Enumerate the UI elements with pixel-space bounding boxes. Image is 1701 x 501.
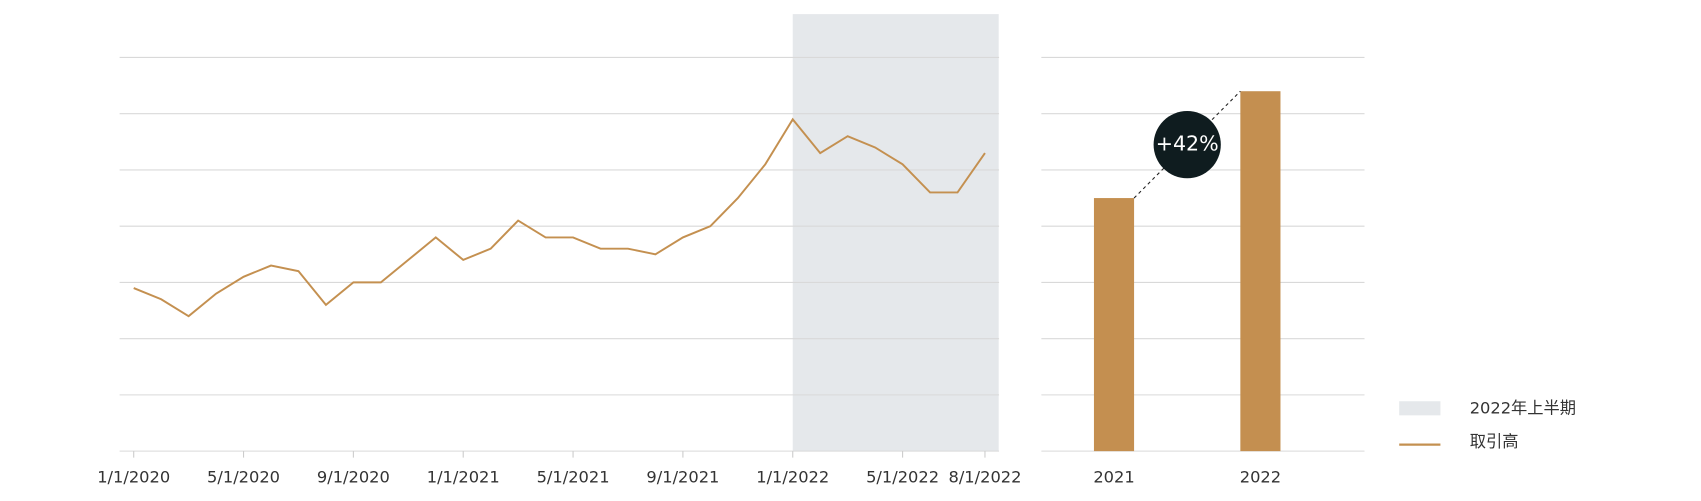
x-tick-label: 2022: [1240, 468, 1281, 487]
x-tick-label: 1/1/2022: [756, 468, 829, 487]
bar: [1240, 91, 1281, 452]
x-tick-label: 5/1/2022: [866, 468, 939, 487]
legend-swatch: [1399, 401, 1441, 416]
x-tick-label: 1/1/2021: [427, 468, 500, 487]
x-tick-label: 2021: [1093, 468, 1134, 487]
bar: [1093, 198, 1135, 452]
x-tick-label: 5/1/2021: [537, 468, 610, 487]
annotation-badge: [1153, 111, 1221, 179]
x-tick-label: 8/1/2022: [948, 468, 1021, 487]
x-tick-label: 9/1/2021: [646, 468, 719, 487]
connector: [1133, 90, 1241, 199]
x-tick-label: 9/1/2020: [317, 468, 390, 487]
series-line: [133, 117, 986, 318]
x-tick-label: 1/1/2020: [97, 468, 170, 487]
legend-label: 2022年上半期: [1470, 398, 1576, 417]
highlight-band: [792, 14, 999, 452]
x-tick-label: 5/1/2020: [207, 468, 280, 487]
legend-label: 取引高: [1470, 432, 1519, 451]
bar-chart: 2021 2022 +42%: [1041, 56, 1365, 487]
line-chart: 1/1/2020 5/1/2020 9/1/2020 1/1/2021 5/1/2021…: [97, 14, 1021, 487]
annotation: +42%: [1156, 132, 1219, 156]
